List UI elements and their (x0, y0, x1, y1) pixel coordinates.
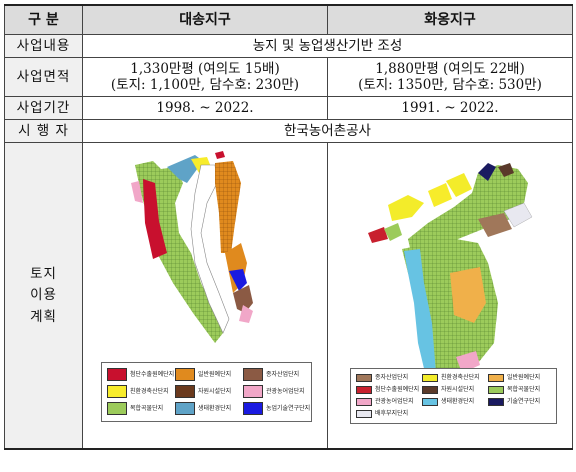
legend-label: 일반원예단지 (507, 374, 541, 382)
header-category: 구 분 (4, 4, 83, 35)
legend-item: 자원시설단지 (422, 386, 474, 394)
legend-label: 농업기술연구단지 (266, 404, 311, 412)
legend-item: 자원시설단지 (175, 385, 231, 398)
legend-item: 종자산업단지 (243, 368, 299, 381)
legend-swatch (175, 402, 195, 415)
legend-item: 첨단수출원예단지 (356, 386, 419, 394)
legend-swatch (356, 386, 372, 394)
legend-swatch (356, 398, 372, 406)
header-row: 구 분 대송지구 화옹지구 (4, 4, 573, 35)
legend-swatch (488, 386, 504, 394)
east-map-shapes (368, 163, 533, 379)
legend-label: 관광농어업단지 (266, 387, 305, 395)
purpose-value: 농지 및 농업생산기반 조성 (82, 34, 573, 58)
area-west: 1,330만평 (여의도 15배) (토지: 1,100만, 담수호: 230만… (82, 57, 328, 97)
purpose-label: 사업내용 (4, 34, 83, 58)
legend-label: 친환경축산단지 (130, 387, 169, 395)
legend-swatch (422, 386, 438, 394)
legend-label: 복합곡물단지 (130, 404, 164, 412)
legend-item: 기술연구단지 (488, 398, 540, 406)
legend-item: 일반원예단지 (175, 368, 231, 381)
row-area: 사업면적 1,330만평 (여의도 15배) (토지: 1,100만, 담수호:… (4, 57, 573, 97)
legend-swatch (175, 368, 195, 381)
west-map-shapes (131, 151, 253, 343)
area-west-line1: 1,330만평 (여의도 15배) (130, 60, 280, 77)
legend-item: 관광농어업단지 (243, 385, 305, 398)
legend-item: 배후부지단지 (356, 410, 408, 418)
legend-item: 종자산업단지 (356, 374, 408, 382)
legend-item: 생태환경단지 (175, 402, 231, 415)
legend-label: 관광농어업단지 (375, 398, 414, 406)
landuse-label: 토지 이용 계획 (4, 142, 83, 450)
legend-label: 친환경축산단지 (441, 374, 480, 382)
legend-label: 배후부지단지 (375, 410, 409, 418)
legend-swatch (422, 398, 438, 406)
operator-label: 시 행 자 (4, 119, 83, 143)
period-west: 1998. ~ 2022. (82, 96, 328, 120)
legend-item: 복합곡물단지 (107, 402, 163, 415)
landuse-label-line3: 계획 (30, 308, 57, 325)
legend-swatch (243, 402, 263, 415)
legend-swatch (175, 385, 195, 398)
area-label: 사업면적 (4, 57, 83, 97)
legend-label: 자원시설단지 (198, 387, 232, 395)
legend-swatch (243, 385, 263, 398)
legend-label: 첨단수출원예단지 (375, 386, 420, 394)
legend-swatch (488, 374, 504, 382)
header-west-district: 대송지구 (82, 4, 328, 35)
row-purpose: 사업내용 농지 및 농업생산기반 조성 (4, 34, 573, 58)
legend-item: 친환경축산단지 (107, 385, 169, 398)
row-operator: 시 행 자 한국농어촌공사 (4, 119, 573, 143)
landuse-label-line2: 이용 (30, 287, 57, 304)
legend-item: 농업기술연구단지 (243, 402, 310, 415)
legend-item: 생태환경단지 (422, 398, 474, 406)
legend-label: 종자산업단지 (266, 370, 300, 378)
period-east: 1991. ~ 2022. (327, 96, 573, 120)
area-east-line2: (토지: 1350만, 담수호: 530만) (358, 77, 542, 93)
legend-label: 종자산업단지 (375, 374, 409, 382)
legend-item: 관광농어업단지 (356, 398, 414, 406)
legend-swatch (243, 368, 263, 381)
legend-swatch (107, 385, 127, 398)
legend-label: 생태환경단지 (198, 404, 232, 412)
legend-swatch (488, 398, 504, 406)
area-east: 1,880만평 (여의도 22배) (토지: 1350만, 담수호: 530만) (327, 57, 573, 97)
row-period: 사업기간 1998. ~ 2022. 1991. ~ 2022. (4, 96, 573, 120)
legend-swatch (107, 402, 127, 415)
legend-label: 첨단수출원예단지 (130, 370, 175, 378)
operator-value: 한국농어촌공사 (82, 119, 573, 143)
legend-item: 복합곡물단지 (488, 386, 540, 394)
header-east-district: 화옹지구 (327, 4, 573, 35)
legend-label: 자원시설단지 (441, 386, 475, 394)
area-west-line2: (토지: 1,100만, 담수호: 230만) (110, 77, 300, 93)
legend-label: 복합곡물단지 (507, 386, 541, 394)
period-label: 사업기간 (4, 96, 83, 120)
landuse-label-line1: 토지 (30, 266, 57, 283)
legend-label: 기술연구단지 (507, 398, 541, 406)
legend-item: 친환경축산단지 (422, 374, 480, 382)
legend-item: 첨단수출원예단지 (107, 368, 174, 381)
legend-swatch (422, 374, 438, 382)
area-east-line1: 1,880만평 (여의도 22배) (375, 60, 525, 77)
west-landuse-map (131, 151, 253, 343)
legend-swatch (107, 368, 127, 381)
legend-swatch (356, 374, 372, 382)
legend-label: 생태환경단지 (441, 398, 475, 406)
legend-swatch (356, 410, 372, 418)
project-comparison-table: 구 분 대송지구 화옹지구 사업내용 농지 및 농업생산기반 조성 사업면적 1… (4, 4, 573, 450)
legend-item: 일반원예단지 (488, 374, 540, 382)
legend-label: 일반원예단지 (198, 370, 232, 378)
row-landuse: 토지 이용 계획 (4, 142, 573, 450)
east-landuse-map (368, 163, 533, 379)
